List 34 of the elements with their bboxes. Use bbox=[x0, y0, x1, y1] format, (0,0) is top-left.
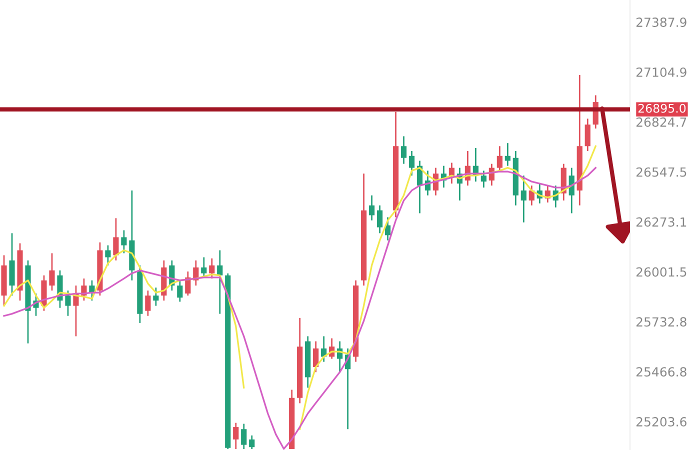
y-tick-label: 25203.6 bbox=[636, 417, 686, 427]
y-tick-label: 26001.5 bbox=[636, 267, 686, 277]
y-tick-label: 27387.9 bbox=[636, 18, 686, 28]
y-tick-label: 25466.8 bbox=[636, 367, 686, 377]
candlestick bbox=[313, 340, 319, 373]
candlestick bbox=[480, 170, 486, 188]
y-tick-label: 25732.8 bbox=[636, 317, 686, 327]
candlestick bbox=[408, 150, 415, 176]
candlestick bbox=[65, 290, 71, 317]
candlestick bbox=[201, 256, 207, 278]
candlestick bbox=[233, 422, 239, 450]
candlestick bbox=[209, 258, 215, 280]
candlestick bbox=[368, 194, 375, 222]
candlestick bbox=[249, 434, 255, 450]
candlestick bbox=[504, 142, 510, 167]
candlestick bbox=[153, 286, 159, 307]
candlestick bbox=[520, 174, 526, 224]
y-tick-label: 27104.9 bbox=[636, 67, 686, 77]
candlestick bbox=[496, 145, 502, 172]
candlestick bbox=[217, 250, 223, 315]
candlestick bbox=[584, 118, 590, 152]
ref-line-label: 26895.0 bbox=[638, 104, 686, 113]
candlestick bbox=[113, 217, 119, 262]
candlestick bbox=[49, 252, 55, 292]
candlestick bbox=[400, 136, 407, 165]
candlestick bbox=[121, 230, 127, 254]
y-tick-label: 26824.7 bbox=[636, 117, 686, 127]
y-tick-label: 26273.1 bbox=[636, 217, 686, 227]
candlestick bbox=[177, 280, 183, 302]
candlestick bbox=[241, 423, 247, 450]
candlestick bbox=[376, 204, 383, 234]
y-tick-label: 26547.5 bbox=[636, 167, 686, 177]
candlestick bbox=[105, 244, 111, 266]
candlestick bbox=[145, 290, 151, 317]
